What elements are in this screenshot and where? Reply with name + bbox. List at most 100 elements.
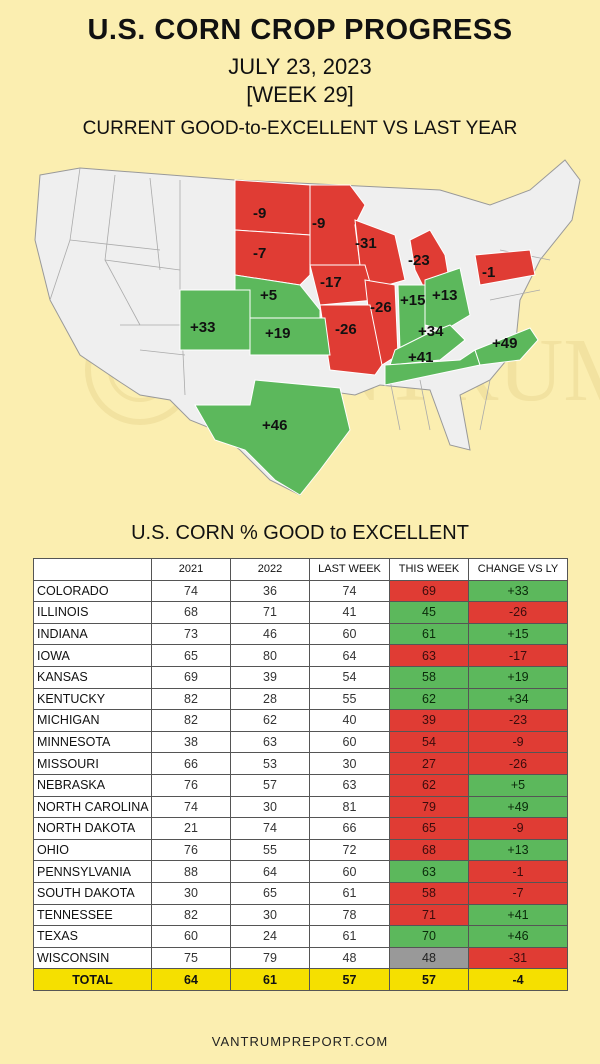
value-last-week-cell: 72 xyxy=(309,838,390,862)
label-michigan: -23 xyxy=(408,252,430,269)
col-header-state xyxy=(33,558,152,581)
value-change-cell: +33 xyxy=(468,579,568,603)
table-row: COLORADO 74 36 74 69 +33 xyxy=(33,579,568,603)
report-week: [WEEK 29] xyxy=(246,82,354,107)
state-name-cell: KANSAS xyxy=(33,665,152,689)
table-row: MICHIGAN 82 62 40 39 -23 xyxy=(33,709,568,732)
value-2021-cell: 76 xyxy=(151,838,231,862)
value-last-week-cell: 66 xyxy=(309,817,390,840)
label-kansas: +19 xyxy=(265,325,290,342)
label-missouri: -26 xyxy=(335,321,357,338)
label-nebraska: +5 xyxy=(260,287,277,304)
state-name-cell: MISSOURI xyxy=(33,752,152,775)
value-2022-cell: 39 xyxy=(230,665,310,689)
value-2021-cell: 69 xyxy=(151,665,231,689)
value-change-cell: +19 xyxy=(468,665,568,689)
value-2022-cell: 55 xyxy=(230,838,310,862)
value-2021-cell: 76 xyxy=(151,773,231,797)
state-name-cell: TENNESSEE xyxy=(33,903,152,927)
value-2022-cell: 30 xyxy=(230,903,310,927)
value-2022-cell: 64 xyxy=(230,860,310,883)
value-2021-cell: 82 xyxy=(151,687,231,711)
value-this-week-cell: 63 xyxy=(389,860,469,883)
value-last-week-cell: 61 xyxy=(309,881,390,905)
label-pennsylvania: -1 xyxy=(482,264,495,281)
value-change-cell: -1 xyxy=(468,860,568,883)
value-this-week-cell: 71 xyxy=(389,903,469,927)
value-2021-cell: 73 xyxy=(151,622,231,646)
total-change-cell: -4 xyxy=(468,968,568,991)
value-change-cell: +49 xyxy=(468,795,568,819)
state-missouri xyxy=(319,304,383,376)
value-last-week-cell: 64 xyxy=(309,644,390,667)
value-this-week-cell: 54 xyxy=(389,730,469,754)
value-this-week-cell: 63 xyxy=(389,644,469,667)
label-minnesota: -9 xyxy=(312,215,325,232)
col-header-change: CHANGE VS LY xyxy=(468,558,568,581)
table-row: WISCONSIN 75 79 48 48 -31 xyxy=(33,946,568,970)
table-row: INDIANA 73 46 60 61 +15 xyxy=(33,622,568,646)
state-ohio xyxy=(424,267,471,331)
value-2021-cell: 60 xyxy=(151,925,231,948)
value-change-cell: +5 xyxy=(468,773,568,797)
value-2021-cell: 30 xyxy=(151,881,231,905)
map-subtitle: CURRENT GOOD-to-EXCELLENT VS LAST YEAR xyxy=(82,118,518,139)
value-this-week-cell: 79 xyxy=(389,795,469,819)
label-texas: +46 xyxy=(262,417,287,434)
table-row: IOWA 65 80 64 63 -17 xyxy=(33,644,568,667)
state-kansas xyxy=(249,317,331,356)
value-2022-cell: 63 xyxy=(230,730,310,754)
state-name-cell: PENNSYLVANIA xyxy=(33,860,152,883)
total-row: TOTAL 64 61 57 57 -4 xyxy=(33,968,568,991)
value-this-week-cell: 70 xyxy=(389,925,469,948)
value-this-week-cell: 62 xyxy=(389,773,469,797)
value-change-cell: -26 xyxy=(468,752,568,775)
value-this-week-cell: 61 xyxy=(389,622,469,646)
value-2021-cell: 74 xyxy=(151,579,231,603)
value-change-cell: +46 xyxy=(468,925,568,948)
value-this-week-cell: 58 xyxy=(389,665,469,689)
value-this-week-cell: 48 xyxy=(389,946,469,970)
table-row: KANSAS 69 39 54 58 +19 xyxy=(33,665,568,689)
state-texas xyxy=(194,379,351,496)
table-row: TEXAS 60 24 61 70 +46 xyxy=(33,925,568,948)
state-name-cell: WISCONSIN xyxy=(33,946,152,970)
label-indiana: +15 xyxy=(400,292,425,309)
state-name-cell: KENTUCKY xyxy=(33,687,152,711)
state-name-cell: MINNESOTA xyxy=(33,730,152,754)
value-change-cell: +15 xyxy=(468,622,568,646)
table-header-row: 2021 2022 LAST WEEK THIS WEEK CHANGE VS … xyxy=(33,558,568,581)
value-last-week-cell: 60 xyxy=(309,730,390,754)
value-2021-cell: 82 xyxy=(151,903,231,927)
table-row: MISSOURI 66 53 30 27 -26 xyxy=(33,752,568,775)
value-change-cell: +41 xyxy=(468,903,568,927)
value-2021-cell: 21 xyxy=(151,817,231,840)
value-2021-cell: 88 xyxy=(151,860,231,883)
total-label-cell: TOTAL xyxy=(33,968,152,991)
table-title: U.S. CORN % GOOD to EXCELLENT xyxy=(131,522,469,544)
table-row: PENNSYLVANIA 88 64 60 63 -1 xyxy=(33,860,568,883)
col-header-last-week: LAST WEEK xyxy=(309,558,390,581)
page-title: U.S. CORN CROP PROGRESS xyxy=(87,14,513,46)
value-this-week-cell: 27 xyxy=(389,752,469,775)
value-2022-cell: 30 xyxy=(230,795,310,819)
value-last-week-cell: 55 xyxy=(309,687,390,711)
value-this-week-cell: 45 xyxy=(389,601,469,624)
value-2021-cell: 38 xyxy=(151,730,231,754)
label-north-carolina: +49 xyxy=(492,335,517,352)
value-this-week-cell: 62 xyxy=(389,687,469,711)
value-2021-cell: 68 xyxy=(151,601,231,624)
corn-condition-table: 2021 2022 LAST WEEK THIS WEEK CHANGE VS … xyxy=(33,558,568,991)
value-2022-cell: 53 xyxy=(230,752,310,775)
state-south-dakota xyxy=(234,229,311,286)
value-2022-cell: 28 xyxy=(230,687,310,711)
value-last-week-cell: 41 xyxy=(309,601,390,624)
value-change-cell: -9 xyxy=(468,817,568,840)
value-2021-cell: 82 xyxy=(151,709,231,732)
state-name-cell: ILLINOIS xyxy=(33,601,152,624)
value-2021-cell: 75 xyxy=(151,946,231,970)
value-2022-cell: 65 xyxy=(230,881,310,905)
value-2022-cell: 80 xyxy=(230,644,310,667)
state-name-cell: MICHIGAN xyxy=(33,709,152,732)
value-2022-cell: 36 xyxy=(230,579,310,603)
